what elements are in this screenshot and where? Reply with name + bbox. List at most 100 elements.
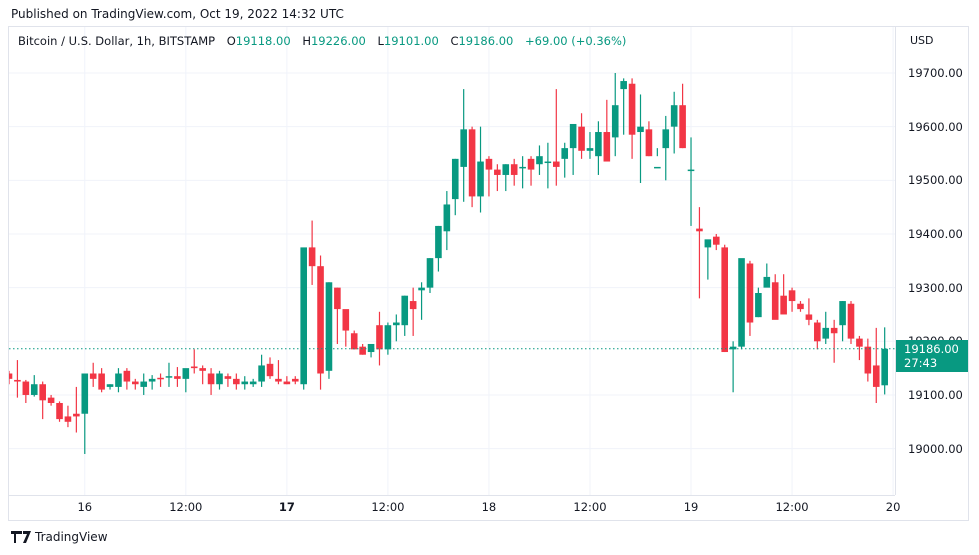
candle-up (106, 384, 114, 387)
published-caption: Published on TradingView.com, Oct 19, 20… (11, 7, 344, 21)
last-price-value: 19186.00 (904, 341, 959, 356)
candle-down (805, 314, 813, 320)
candle-down (872, 365, 880, 387)
candle-down (409, 301, 417, 310)
time-tick-label: 17 (278, 500, 295, 514)
currency-label: USD (910, 34, 934, 47)
candle-down (359, 346, 366, 355)
candle-up (561, 148, 569, 159)
candle-down (510, 164, 518, 175)
price-axis[interactable]: USD 19000.0019100.0019200.0019300.001940… (895, 27, 969, 495)
candle-up (611, 105, 619, 138)
candle-down (317, 266, 324, 374)
candle-down (224, 376, 232, 379)
candle-up (325, 282, 333, 371)
candle-up (544, 161, 552, 164)
candle-down (39, 384, 46, 401)
candle-up (148, 378, 156, 382)
candle-up (300, 247, 307, 385)
candle-up (401, 295, 409, 326)
candle-down (527, 158, 535, 170)
low-value: 19101.00 (383, 34, 439, 48)
price-tick-label: 19000.00 (908, 441, 963, 456)
candle-down (14, 379, 21, 382)
candle-up (738, 258, 745, 347)
candle-up (586, 148, 594, 151)
high-label: H (302, 34, 311, 48)
price-tick-label: 19100.00 (908, 387, 963, 402)
candle-up (763, 276, 771, 288)
candle-down (494, 169, 501, 175)
candle-up (443, 204, 451, 232)
candle-down (98, 373, 105, 390)
last-price-badge: 19186.00 27:43 (896, 339, 968, 372)
price-tick-label: 19500.00 (908, 173, 963, 188)
candle-down (47, 397, 55, 404)
candle-down (376, 325, 383, 350)
candle-down (797, 303, 804, 310)
candle-down (847, 303, 855, 339)
candle-up (822, 327, 830, 339)
candle-down (334, 287, 341, 310)
candle-up (81, 373, 89, 414)
candle-up (620, 81, 627, 90)
symbol-title: Bitcoin / U.S. Dollar, 1h, BITSTAMP (18, 34, 216, 48)
candle-up (30, 384, 38, 395)
candle-up (384, 325, 392, 350)
candle-up (881, 348, 888, 386)
time-tick-label: 20 (885, 500, 901, 514)
candle-up (367, 343, 375, 353)
candle-up (519, 166, 526, 169)
candle-up (729, 346, 737, 350)
time-tick-label: 12:00 (573, 500, 607, 514)
time-tick-label: 18 (481, 500, 497, 514)
candle-down (856, 338, 863, 347)
candle-up (258, 365, 265, 382)
candle-up (182, 368, 190, 379)
candle-up (393, 322, 400, 326)
candle-down (771, 282, 779, 320)
candle-down (123, 370, 131, 382)
candle-down (275, 378, 282, 382)
candle-up (670, 105, 678, 127)
candle-up (687, 169, 695, 172)
candle-down (190, 366, 198, 369)
open-value: 19118.00 (235, 34, 291, 48)
candle-up (595, 132, 602, 157)
high-value: 19226.00 (310, 34, 366, 48)
tradingview-logo-icon (11, 531, 31, 543)
candle-down (132, 381, 139, 385)
chart-frame (8, 26, 969, 521)
candle-down (342, 309, 350, 331)
candle-up (839, 301, 846, 326)
candle-up (536, 156, 543, 165)
candle-down (679, 105, 686, 149)
candle-up (140, 381, 148, 387)
candle-down (199, 368, 206, 371)
candle-up (451, 158, 459, 200)
brand-name: TradingView (35, 530, 108, 544)
price-tick-label: 19300.00 (908, 280, 963, 295)
candle-up (426, 258, 434, 288)
candle-down (712, 236, 720, 245)
time-tick-label: 16 (77, 500, 93, 514)
candle-up (165, 376, 173, 378)
price-tick-label: 19400.00 (908, 226, 963, 241)
candle-up (241, 381, 249, 385)
price-tick-label: 19700.00 (908, 66, 963, 80)
candle-up (569, 123, 577, 149)
candle-down (628, 83, 636, 135)
candle-down (291, 378, 299, 382)
candle-down (22, 381, 30, 395)
time-axis[interactable]: 16 12:00 17 12:00 18 12:00 19 12:00 20 (9, 495, 900, 521)
candle-down (266, 363, 274, 377)
time-tick-label: 12:00 (775, 500, 809, 514)
candle-up (418, 287, 425, 291)
candle-up (502, 164, 510, 175)
open-label: O (226, 34, 236, 48)
close-value: 19186.00 (458, 34, 514, 48)
time-tick-label: 19 (683, 500, 699, 514)
candle-up (477, 161, 484, 197)
tradingview-brand: TradingView (11, 530, 108, 544)
